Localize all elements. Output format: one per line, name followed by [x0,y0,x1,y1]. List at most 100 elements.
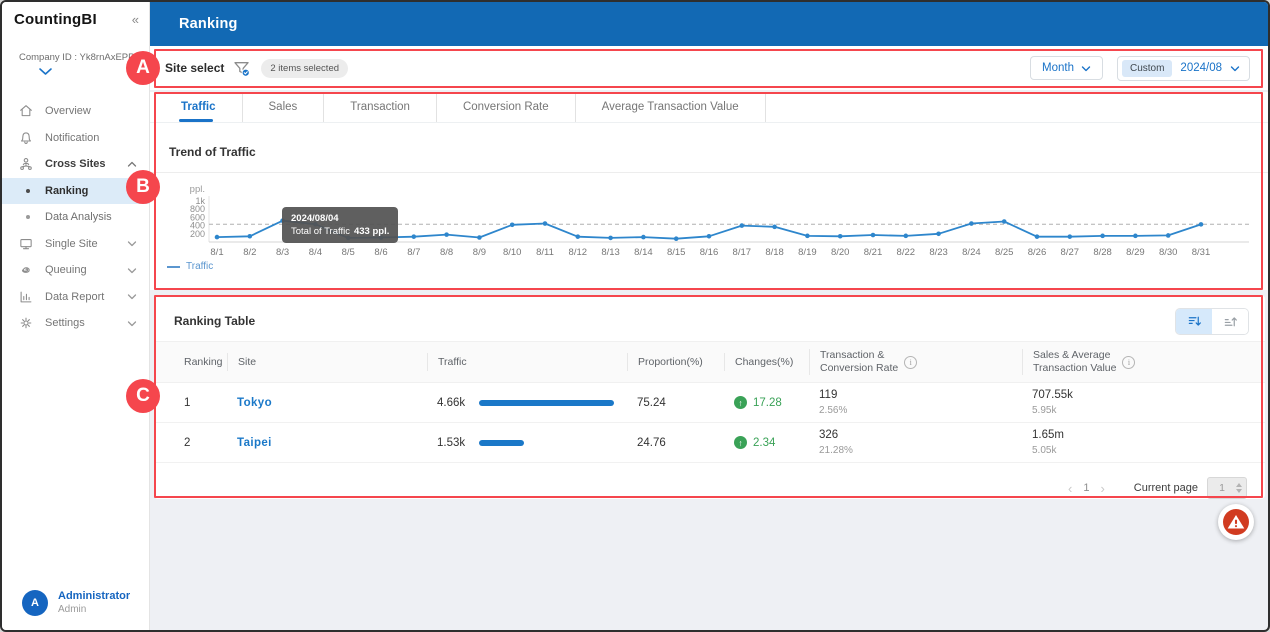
rank-value: 1 [184,396,191,409]
company-id-label: Company ID : Yk8rnAxEPPw3 [19,52,147,63]
tab-average-transaction-value[interactable]: Average Transaction Value [576,92,766,122]
sidebar-item-data-analysis[interactable]: Data Analysis [2,204,149,231]
ranking-table-title: Ranking Table [174,314,256,328]
column-header-changes: Changes(%) [724,353,809,371]
rank-value: 2 [184,436,191,449]
svg-text:8/20: 8/20 [831,247,850,258]
proportion-value: 24.76 [637,436,666,449]
bell-icon [18,129,35,146]
sidebar-item-settings[interactable]: Settings [2,310,149,337]
traffic-cell: 4.66k [427,397,627,409]
avatar: A [22,590,48,616]
info-icon[interactable]: i [904,355,918,369]
selected-items-badge: 2 items selected [261,58,349,78]
svg-text:8/16: 8/16 [700,247,719,258]
info-icon[interactable]: i [1122,355,1136,369]
table-row: 1 Tokyo 4.66k 75.24 ↑ 17.28 119 2.56% 70… [154,383,1265,423]
spinner-icons[interactable] [1236,483,1246,493]
traffic-cell: 1.53k [427,437,627,449]
sidebar-item-overview[interactable]: Overview [2,98,149,125]
tab-transaction[interactable]: Transaction [324,92,437,122]
column-header-sales: Sales & Average Transaction Value i [1022,349,1249,375]
user-menu[interactable]: A Administrator Admin [2,584,149,622]
sidebar-item-cross-sites[interactable]: Cross Sites [2,151,149,178]
trend-chart: ppl. 200 400 600 800 1k 8/1 8/2 8/3 8/4 8/5 8/6 8/7 8… [159,179,1268,261]
bullet-icon [26,188,30,193]
svg-text:8/8: 8/8 [440,247,453,258]
company-switch-chevron-icon[interactable] [38,67,149,76]
period-dropdown[interactable]: Month [1030,56,1103,80]
metric-tabs: Traffic Sales Transaction Conversion Rat… [149,92,1268,123]
alert-fab-button[interactable] [1218,504,1254,540]
period-dropdown-value: Month [1042,62,1074,74]
chevron-down-icon [1081,65,1091,71]
ranking-table-card: Ranking Table Ranking Site Traffic Propo… [154,295,1265,499]
user-role: Admin [58,604,87,615]
tab-sales[interactable]: Sales [243,92,325,122]
sort-descending-button[interactable] [1176,308,1212,334]
previous-page-button[interactable]: ‹ [1067,480,1073,496]
chart-legend: Traffic [167,261,1268,272]
trend-chart-title: Trend of Traffic [149,123,1268,173]
increase-arrow-icon: ↑ [734,436,747,449]
sidebar-item-data-report[interactable]: Data Report [2,284,149,311]
svg-text:8/30: 8/30 [1159,247,1178,258]
sidebar-item-ranking[interactable]: Ranking [2,177,149,204]
brand-logo: CountingBI [14,11,97,28]
traffic-bar [479,439,524,446]
column-header-transaction: Transaction & Conversion Rate i [809,349,1022,375]
chevron-down-icon [127,293,137,300]
legend-line-icon [167,265,180,268]
svg-text:8/3: 8/3 [276,247,289,258]
sort-ascending-button[interactable] [1212,308,1248,334]
chevron-down-icon [1230,65,1240,71]
svg-text:8/2: 8/2 [243,247,256,258]
date-range-dropdown[interactable]: Custom 2024/08 [1116,55,1250,81]
traffic-bar [479,399,615,406]
sort-toggle-group [1175,307,1249,335]
sidebar-item-notification[interactable]: Notification [2,125,149,152]
sidebar-collapse-icon[interactable]: « [131,12,139,27]
proportion-value: 75.24 [637,396,666,409]
svg-text:8/21: 8/21 [864,247,883,258]
cross-sites-icon [18,156,35,173]
page-number[interactable]: 1 [1083,482,1090,494]
svg-text:8/4: 8/4 [309,247,322,258]
table-row: 2 Taipei 1.53k 24.76 ↑ 2.34 326 21.28% 1… [154,423,1265,463]
svg-text:8/28: 8/28 [1093,247,1112,258]
site-select-label: Site select [165,61,225,75]
tab-traffic[interactable]: Traffic [155,92,243,122]
changes-cell: ↑ 17.28 [724,396,809,409]
current-page-input[interactable]: 1 [1207,477,1247,499]
chevron-down-icon [127,240,137,247]
chevron-up-icon [127,161,137,168]
chevron-down-icon [127,267,137,274]
page-title: Ranking [179,16,238,32]
bar-chart-icon [18,288,35,305]
queuing-icon [18,262,35,279]
sidebar-item-queuing[interactable]: Queuing [2,257,149,284]
trend-panel: Traffic Sales Transaction Conversion Rat… [149,92,1268,290]
pagination: ‹ 1 › Current page 1 [154,463,1265,499]
increase-arrow-icon: ↑ [734,396,747,409]
warning-icon [1223,509,1249,535]
svg-text:8/14: 8/14 [634,247,653,258]
site-link-taipei[interactable]: Taipei [237,436,272,449]
svg-text:8/18: 8/18 [765,247,784,258]
bullet-icon [26,215,30,220]
column-header-ranking: Ranking [184,355,223,368]
tab-conversion-rate[interactable]: Conversion Rate [437,92,576,122]
user-name: Administrator [58,590,131,602]
sidebar-item-single-site[interactable]: Single Site [2,231,149,258]
svg-text:200: 200 [190,229,205,239]
svg-text:1k: 1k [195,196,205,206]
filter-funnel-icon[interactable] [232,59,251,78]
site-link-tokyo[interactable]: Tokyo [237,396,273,409]
current-page-label: Current page [1133,482,1198,494]
next-page-button[interactable]: › [1100,480,1105,496]
svg-text:8/15: 8/15 [667,247,686,258]
sales-cell: 707.55k 5.95k [1032,389,1073,416]
svg-text:8/24: 8/24 [962,247,981,258]
site-select-bar: Site select 2 items selected Month Custo… [149,46,1268,90]
